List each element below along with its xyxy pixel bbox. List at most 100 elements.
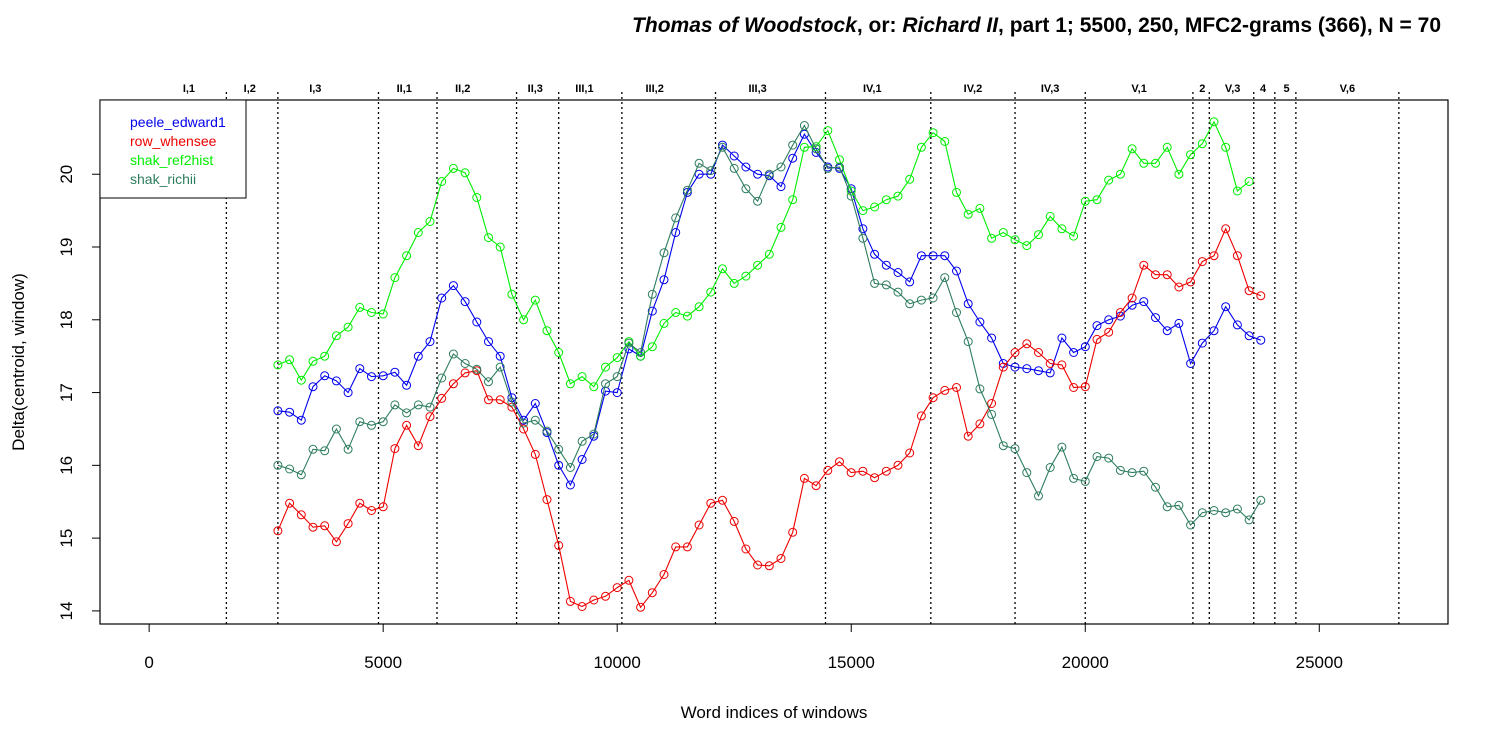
data-point — [565, 463, 575, 472]
data-point — [858, 224, 868, 234]
data-point — [308, 382, 318, 392]
data-point — [308, 356, 318, 366]
data-point — [881, 195, 891, 205]
data-point — [963, 209, 973, 219]
data-point — [741, 162, 751, 172]
data-point — [367, 372, 376, 382]
data-point — [1034, 230, 1043, 240]
data-point — [437, 373, 447, 383]
data-point — [1139, 466, 1149, 476]
data-point — [753, 560, 763, 570]
data-point — [952, 187, 961, 197]
data-point — [1022, 468, 1032, 478]
data-point — [296, 510, 306, 520]
data-point — [1092, 452, 1102, 462]
data-point — [612, 372, 622, 382]
data-point — [565, 480, 575, 490]
data-point — [659, 275, 669, 285]
data-point — [788, 527, 798, 537]
data-point — [647, 306, 657, 316]
y-tick-label: 15 — [57, 529, 76, 548]
data-point — [460, 359, 470, 368]
data-point — [507, 289, 517, 299]
data-point — [355, 302, 365, 312]
data-point — [682, 311, 692, 321]
data-point — [636, 602, 646, 612]
data-point — [367, 420, 376, 430]
series-line — [277, 120, 1250, 388]
data-point — [1244, 515, 1254, 525]
data-point — [1151, 482, 1160, 492]
data-point — [975, 419, 985, 429]
legend-box — [99, 99, 247, 199]
data-point — [612, 353, 622, 363]
data-point — [682, 542, 692, 552]
data-point — [916, 411, 926, 421]
data-point — [320, 351, 330, 361]
data-point — [589, 429, 599, 439]
data-point — [448, 379, 458, 389]
data-point — [811, 142, 821, 152]
data-point — [659, 248, 669, 258]
data-point — [718, 140, 727, 150]
data-point — [1080, 342, 1090, 352]
data-point — [1162, 502, 1172, 512]
data-point — [285, 355, 295, 365]
data-point — [753, 169, 763, 179]
data-point — [1057, 224, 1067, 234]
data-point — [612, 388, 622, 398]
scene-label: V,3 — [1225, 83, 1241, 95]
data-point — [1221, 508, 1231, 518]
data-point — [1069, 348, 1079, 357]
data-point — [729, 278, 739, 288]
data-point — [296, 415, 306, 425]
data-point — [1022, 241, 1032, 251]
data-point — [694, 302, 704, 312]
data-point — [1174, 282, 1184, 292]
data-point — [296, 470, 306, 480]
legend-entry: row_whensee — [130, 133, 217, 149]
data-point — [425, 217, 435, 226]
data-point — [1221, 302, 1231, 312]
data-point — [519, 315, 529, 325]
data-point — [905, 174, 915, 184]
data-point — [331, 331, 341, 341]
data-point — [940, 273, 950, 283]
series-shak_richii — [273, 121, 1266, 530]
data-point — [963, 299, 973, 309]
data-point — [975, 317, 985, 327]
data-point — [671, 228, 681, 237]
data-point — [390, 444, 400, 454]
data-point — [940, 385, 950, 395]
data-point — [355, 498, 365, 508]
data-point — [905, 277, 915, 287]
data-point — [378, 371, 388, 381]
data-point — [987, 409, 997, 419]
data-point — [682, 187, 692, 197]
series-line — [277, 227, 1262, 609]
data-point — [437, 293, 447, 303]
data-point — [799, 121, 809, 130]
data-point — [893, 460, 903, 470]
data-point — [343, 388, 353, 398]
scene-labels: I,1 I,2 I,3 II,1 II,2 II,3 III,1 III,2 III,3 IV,1… — [183, 83, 1355, 95]
data-point — [729, 151, 739, 161]
data-point — [694, 158, 704, 168]
data-point — [367, 506, 376, 515]
data-point — [659, 570, 669, 579]
data-point — [835, 155, 844, 165]
data-point — [355, 364, 365, 374]
data-point — [870, 278, 880, 288]
data-point — [542, 426, 552, 436]
data-point — [858, 233, 868, 243]
data-point — [846, 184, 856, 194]
data-point — [1209, 251, 1219, 261]
data-point — [893, 287, 903, 297]
data-point — [1127, 144, 1137, 154]
data-point — [1244, 331, 1254, 341]
y-axis: 14 15 16 17 18 19 20 — [57, 165, 100, 620]
data-point — [1127, 468, 1137, 478]
data-point — [624, 575, 634, 585]
legend-entry: shak_ref2hist — [130, 152, 213, 168]
data-point — [402, 251, 412, 261]
